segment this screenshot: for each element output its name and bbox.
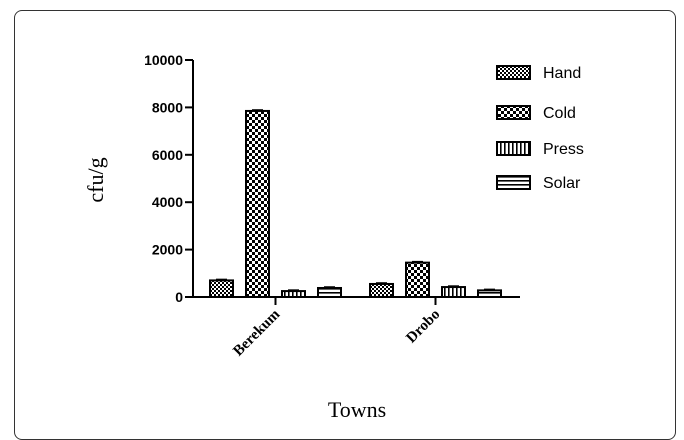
category-label-berekum: Berekum	[230, 306, 283, 359]
legend-label-solar: Solar	[543, 175, 581, 192]
bar-chart: 0 2000 4000 6000 8000 10000 Berekum Drobo Hand C…	[83, 52, 584, 422]
legend-swatch-hand	[496, 65, 531, 80]
bar-berekum-cold	[245, 109, 270, 298]
bar-drobo-hand	[369, 282, 394, 298]
chart-frame	[14, 10, 676, 440]
bar-drobo-cold	[405, 261, 430, 299]
legend-label-hand: Hand	[543, 65, 581, 82]
legend-label-press: Press	[543, 141, 584, 158]
bar-drobo-solar	[477, 289, 502, 299]
bar-drobo-press	[441, 286, 466, 298]
y-tick-label: 10000	[144, 52, 183, 68]
legend-label-cold: Cold	[543, 105, 576, 122]
y-tick-label: 0	[175, 289, 183, 305]
y-tick-label: 6000	[152, 147, 183, 163]
y-tick-label: 4000	[152, 194, 183, 210]
axes	[185, 59, 520, 305]
category-label-drobo: Drobo	[403, 307, 443, 347]
y-tick-label: 2000	[152, 242, 183, 258]
bars	[209, 109, 502, 299]
bar-berekum-press	[281, 290, 306, 299]
bar-berekum-solar	[317, 286, 342, 298]
x-axis-title: Towns	[328, 397, 386, 422]
legend: Hand Cold Press Solar	[496, 65, 584, 192]
legend-swatch-cold	[496, 105, 531, 120]
legend-swatch-press	[496, 141, 531, 156]
y-axis-title: cfu/g	[83, 157, 108, 202]
labels: 0 2000 4000 6000 8000 10000 Berekum Drobo	[144, 52, 443, 359]
y-tick-label: 8000	[152, 99, 183, 115]
bar-berekum-hand	[209, 279, 234, 299]
legend-swatch-solar	[496, 175, 531, 190]
